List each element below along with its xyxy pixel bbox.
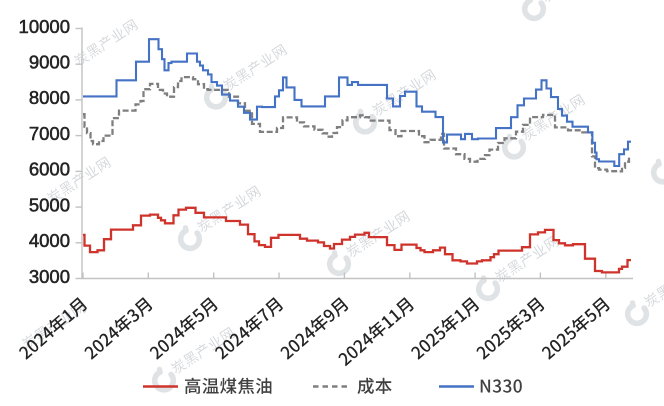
svg-text:9000: 9000 [29,52,70,73]
svg-text:3000: 3000 [29,266,70,287]
svg-text:10000: 10000 [19,16,70,37]
svg-text:8000: 8000 [29,87,70,108]
svg-text:6000: 6000 [29,159,70,180]
svg-text:5000: 5000 [29,194,70,215]
svg-text:7000: 7000 [29,123,70,144]
svg-text:4000: 4000 [29,230,70,251]
